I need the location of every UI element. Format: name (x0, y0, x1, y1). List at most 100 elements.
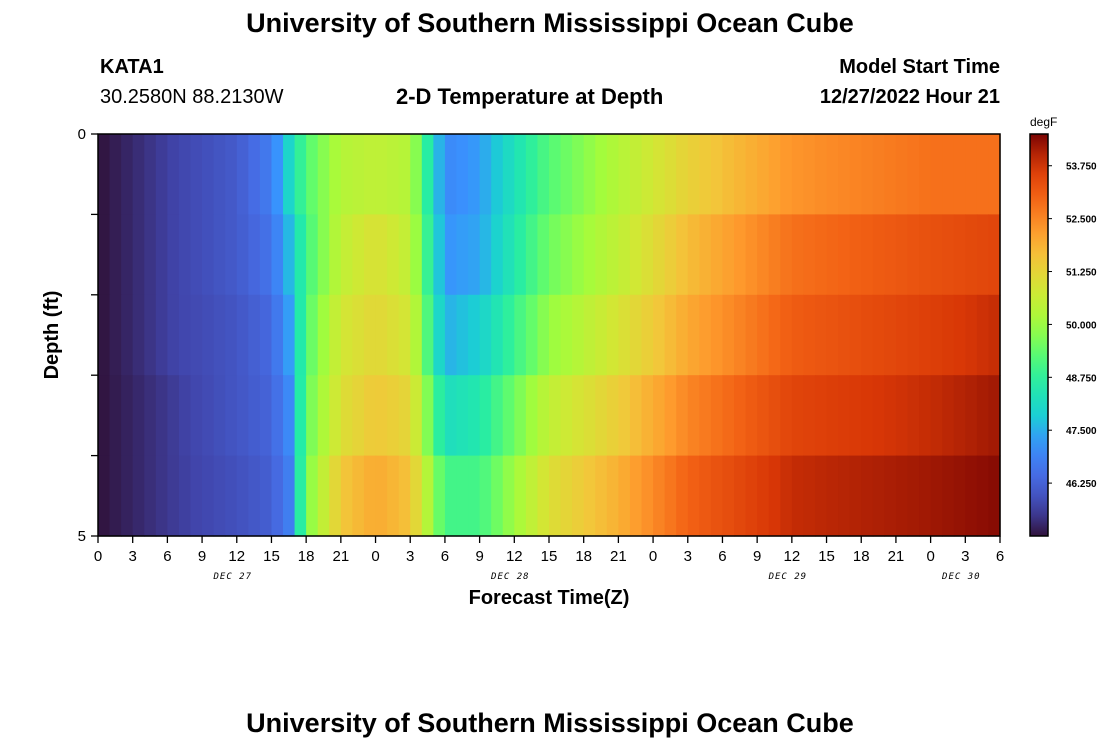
x-tick-label: 9 (475, 548, 483, 565)
heatmap-cell (213, 294, 226, 376)
heatmap-cell (259, 294, 273, 376)
x-tick-label: 0 (94, 548, 102, 565)
heatmap-cell (421, 134, 434, 215)
heatmap-cell (653, 375, 666, 457)
heatmap-cell (549, 214, 562, 296)
heatmap-cell (872, 134, 885, 215)
heatmap-cell (340, 294, 354, 376)
heatmap-cell (757, 134, 770, 215)
heatmap-cell (190, 134, 203, 215)
heatmap-cell (306, 134, 319, 215)
x-tick-label: 15 (541, 548, 558, 565)
heatmap-cell (919, 294, 932, 376)
heatmap-cell (213, 134, 226, 215)
heatmap-cell (907, 134, 920, 215)
heatmap-cell (479, 134, 492, 215)
colorbar-unit: degF (1030, 115, 1057, 129)
heatmap-cell (907, 214, 920, 296)
heatmap-cell (167, 375, 180, 457)
heatmap-cell (861, 375, 874, 457)
heatmap-cell (687, 294, 700, 376)
heatmap-cell (734, 134, 747, 215)
heatmap-cell (861, 455, 874, 537)
heatmap-cell (109, 134, 122, 215)
heatmap-cell (872, 455, 885, 537)
heatmap-cell (259, 455, 273, 537)
heatmap-cell (976, 214, 990, 296)
heatmap-cell (155, 294, 168, 376)
heatmap-cell (225, 375, 238, 457)
heatmap-cell (884, 134, 897, 215)
heatmap-cell (838, 375, 851, 457)
heatmap-cell (121, 214, 134, 296)
heatmap-cell (525, 134, 539, 215)
heatmap-cell (155, 375, 168, 457)
heatmap-cell (410, 294, 423, 376)
heatmap-cell (271, 134, 284, 215)
heatmap-cell (294, 134, 307, 215)
heatmap-cell (734, 375, 747, 457)
model-start-label: Model Start Time (839, 56, 1000, 78)
heatmap-cell (225, 214, 238, 296)
heatmap-cell (479, 455, 492, 537)
heatmap-cell (306, 455, 319, 537)
heatmap-cell (676, 455, 689, 537)
heatmap-cell (456, 455, 469, 537)
heatmap-cell (676, 294, 689, 376)
heatmap-cell (213, 375, 226, 457)
heatmap-cell (387, 294, 400, 376)
heatmap-cell (838, 214, 851, 296)
heatmap-cell (687, 134, 700, 215)
heatmap-cell (780, 455, 793, 537)
heatmap-cell (421, 294, 434, 376)
heatmap-cell (676, 214, 689, 296)
heatmap-cell (121, 294, 134, 376)
heatmap-cell (98, 455, 111, 537)
x-tick-label: 21 (610, 548, 627, 565)
heatmap-cell (502, 375, 515, 457)
heatmap-cell (907, 294, 920, 376)
heatmap-cell (109, 375, 122, 457)
heatmap-cell (930, 214, 943, 296)
colorbar-tick-label: 50.000 (1066, 320, 1097, 331)
heatmap-cell (942, 214, 955, 296)
heatmap-cell (155, 134, 168, 215)
heatmap-cell (294, 294, 307, 376)
x-tick-label: 3 (129, 548, 137, 565)
x-tick-label: 18 (853, 548, 870, 565)
heatmap-cell (525, 455, 539, 537)
heatmap-cell (560, 214, 573, 296)
heatmap-cell (363, 214, 377, 296)
heatmap-cell (190, 455, 203, 537)
x-tick-label: 6 (718, 548, 726, 565)
heatmap-cell (814, 134, 828, 215)
heatmap-cell (352, 375, 365, 457)
heatmap-cell (907, 375, 920, 457)
heatmap-cell (606, 375, 619, 457)
heatmap-cell (560, 375, 573, 457)
heatmap-cell (236, 375, 249, 457)
heatmap-cell (641, 134, 654, 215)
heatmap-cell (595, 455, 608, 537)
heatmap-cell (988, 294, 1001, 376)
heatmap-cell (236, 455, 249, 537)
heatmap-cell (248, 134, 261, 215)
x-tick-label: 3 (406, 548, 414, 565)
heatmap-cell (849, 214, 862, 296)
heatmap-cell (699, 134, 712, 215)
heatmap-cell (514, 214, 527, 296)
heatmap-cell (884, 375, 897, 457)
heatmap-cell (838, 134, 851, 215)
heatmap-cell (202, 455, 215, 537)
heatmap-cell (132, 214, 145, 296)
x-tick-label: 12 (784, 548, 801, 565)
heatmap-cell (930, 375, 943, 457)
heatmap-cell (895, 455, 909, 537)
heatmap-cell (618, 134, 631, 215)
heatmap-cell (595, 294, 608, 376)
heatmap-cell (687, 214, 700, 296)
x-tick-label: 21 (888, 548, 905, 565)
heatmap-cell (641, 214, 654, 296)
heatmap-cell (549, 134, 562, 215)
heatmap-cell (606, 134, 619, 215)
